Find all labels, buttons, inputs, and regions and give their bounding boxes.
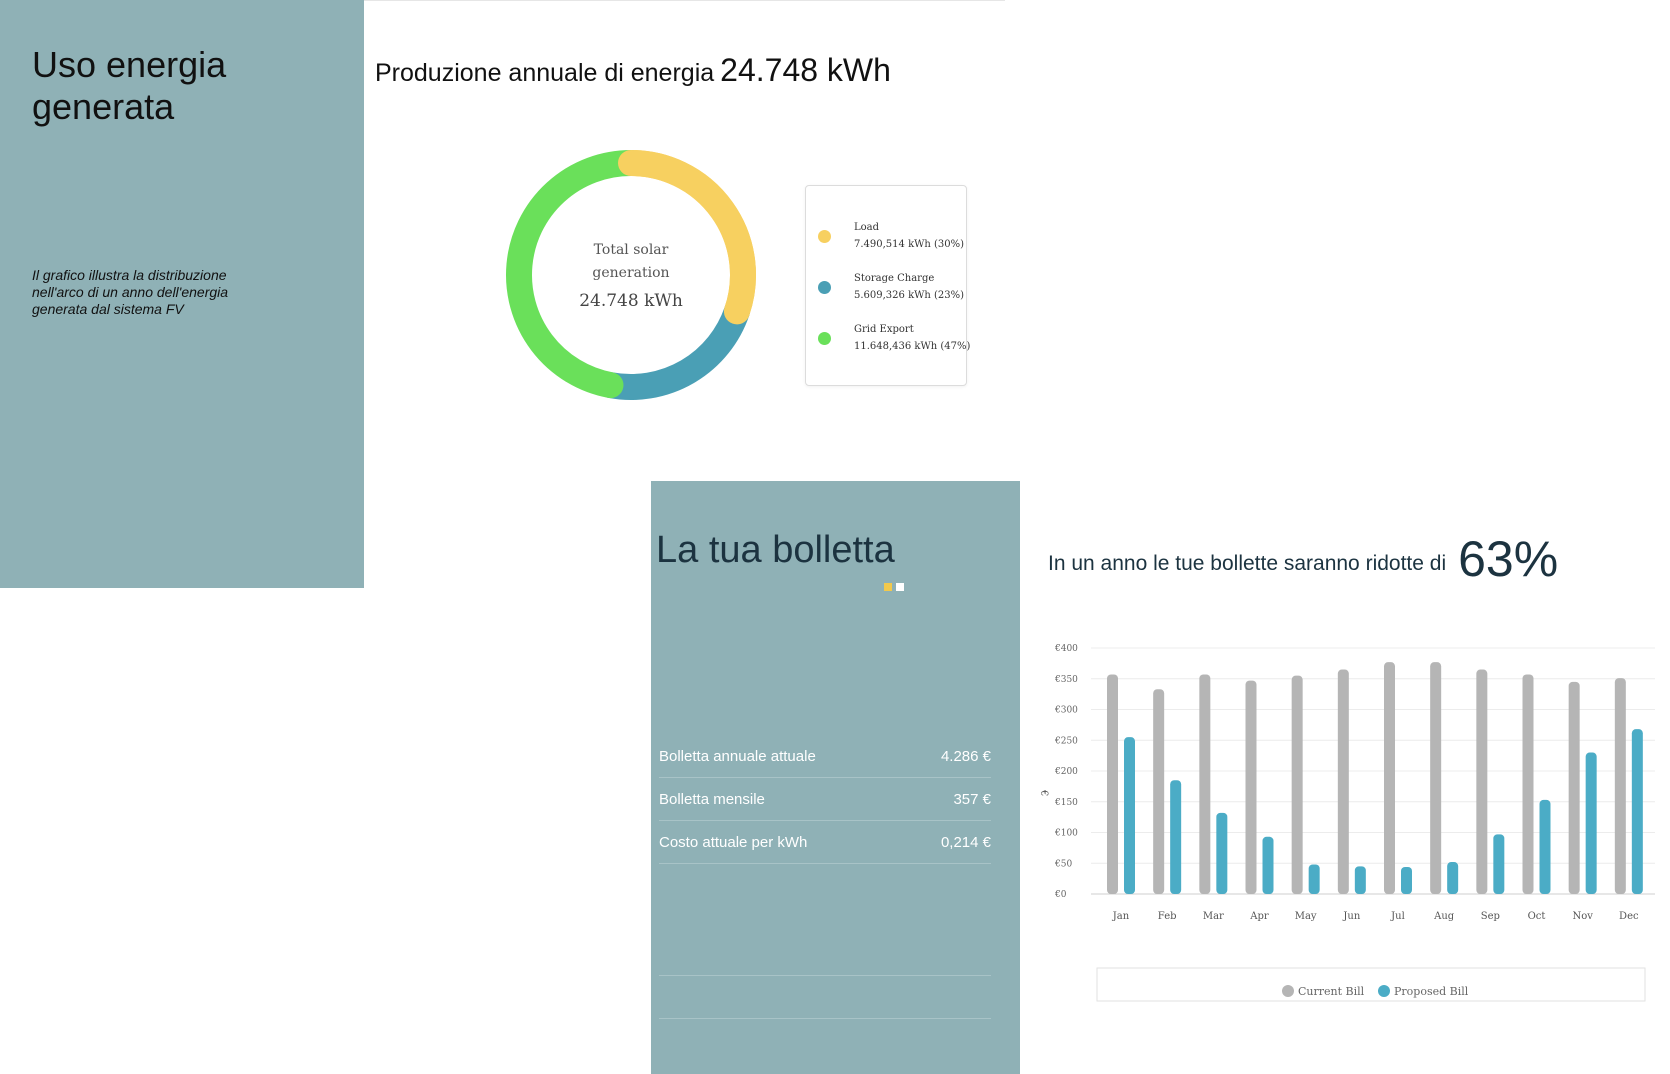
- energy-use-description: Il grafico illustra la distribuzione nel…: [32, 267, 229, 317]
- y-tick-label: €0: [1054, 890, 1067, 900]
- bar-proposed-bill-jun[interactable]: [1354, 866, 1366, 894]
- bar-current-bill-may[interactable]: [1291, 675, 1303, 894]
- bill-title: La tua bolletta: [656, 529, 895, 571]
- y-axis-label: €: [1038, 789, 1049, 796]
- bar-current-bill-feb[interactable]: [1153, 689, 1165, 894]
- reduction-percent: 63%: [1458, 531, 1559, 587]
- donut-slice-grid-export[interactable]: [506, 150, 644, 399]
- legend-label-proposed-bill: Proposed Bill: [1394, 985, 1469, 998]
- legend-label-storage: Storage Charge: [854, 273, 935, 284]
- storage-dot-icon: [818, 281, 831, 294]
- legend-value-load: 7.490,514 kWh (30%): [854, 239, 965, 250]
- solar-donut-chart: Total solar generation 24.748 kWh: [506, 150, 756, 400]
- current-bill-dot-icon: [1282, 985, 1294, 997]
- legend-value-storage: 5.609,326 kWh (23%): [854, 290, 965, 301]
- bar-current-bill-jan[interactable]: [1107, 674, 1118, 894]
- bill-row: Costo attuale per kWh 0,214 €: [659, 821, 991, 864]
- load-dot-icon: [818, 230, 831, 243]
- x-tick-label: Feb: [1158, 911, 1177, 922]
- bar-proposed-bill-nov[interactable]: [1585, 752, 1597, 894]
- y-tick-label: €100: [1054, 829, 1078, 839]
- bill-row-value: 4.286 €: [940, 747, 991, 765]
- bar-proposed-bill-oct[interactable]: [1539, 799, 1551, 894]
- legend-label-grid-export: Grid Export: [854, 324, 914, 335]
- x-tick-label: Apr: [1249, 911, 1269, 922]
- bar-legend-box: [1096, 967, 1646, 1002]
- bar-current-bill-dec[interactable]: [1614, 678, 1626, 894]
- bar-current-bill-nov[interactable]: [1568, 681, 1580, 894]
- top-divider: [364, 0, 1005, 1]
- bar-current-bill-jul[interactable]: [1384, 662, 1395, 894]
- energy-use-panel: Uso energia generata Il grafico illustra…: [0, 0, 364, 588]
- bar-current-bill-sep[interactable]: [1476, 669, 1488, 894]
- bar-proposed-bill-may[interactable]: [1308, 864, 1320, 894]
- bill-row-label: Costo attuale per kWh: [659, 833, 808, 851]
- legend-label-current-bill: Current Bill: [1298, 985, 1365, 998]
- bar-current-bill-mar[interactable]: [1199, 674, 1211, 894]
- bar-current-bill-apr[interactable]: [1245, 680, 1257, 894]
- x-tick-label: May: [1295, 911, 1317, 922]
- x-tick-label: Nov: [1572, 911, 1593, 922]
- x-tick-label: Mar: [1203, 911, 1224, 922]
- bill-row-label: Bolletta annuale attuale: [659, 747, 816, 765]
- bar-proposed-bill-jan[interactable]: [1124, 737, 1135, 894]
- donut-slice-storage-charge[interactable]: [597, 298, 750, 400]
- bar-proposed-bill-mar[interactable]: [1216, 812, 1228, 894]
- bill-panel: La tua bolletta Bolletta annuale attuale…: [651, 481, 1020, 1074]
- proposed-bill-dot-icon: [1378, 985, 1390, 997]
- production-title-value: 24.748 kWh: [720, 52, 891, 88]
- x-tick-label: Oct: [1528, 911, 1546, 922]
- grid-export-dot-icon: [818, 332, 831, 345]
- donut-legend: Load 7.490,514 kWh (30%) Storage Charge …: [805, 185, 971, 386]
- legend-item-proposed-bill[interactable]: Proposed Bill: [1378, 985, 1469, 998]
- bar-proposed-bill-aug[interactable]: [1447, 862, 1459, 894]
- donut-center-value: 24.748 kWh: [579, 291, 683, 311]
- legend-item-current-bill[interactable]: Current Bill: [1282, 985, 1365, 998]
- empty-row-divider: [659, 975, 991, 976]
- x-tick-label: Sep: [1481, 911, 1500, 922]
- x-tick-label: Jun: [1342, 911, 1360, 922]
- bar-current-bill-aug[interactable]: [1430, 662, 1442, 894]
- empty-row-divider: [659, 1018, 991, 1019]
- y-tick-label: €250: [1054, 736, 1078, 746]
- y-tick-label: €200: [1054, 767, 1078, 777]
- donut-slice-load-cap: [618, 150, 756, 325]
- bar-proposed-bill-dec[interactable]: [1631, 729, 1643, 894]
- donut-center-line2: generation: [592, 265, 669, 281]
- y-tick-label: €50: [1054, 859, 1072, 869]
- bar-proposed-bill-feb[interactable]: [1170, 780, 1182, 894]
- bill-table: Bolletta annuale attuale 4.286 € Bollett…: [659, 735, 991, 864]
- x-tick-label: Aug: [1433, 911, 1455, 922]
- pager-dot-1[interactable]: [884, 583, 892, 591]
- bill-row-value: 0,214 €: [940, 833, 991, 851]
- bar-current-bill-oct[interactable]: [1522, 674, 1534, 894]
- x-tick-label: Jan: [1112, 911, 1130, 922]
- legend-label-load: Load: [854, 222, 880, 233]
- bar-proposed-bill-jul[interactable]: [1401, 866, 1412, 894]
- production-title-label: Produzione annuale di energia: [375, 59, 715, 87]
- reduction-label: In un anno le tue bollette saranno ridot…: [1048, 552, 1447, 575]
- bar-proposed-bill-apr[interactable]: [1262, 836, 1274, 894]
- y-tick-label: €400: [1054, 644, 1078, 654]
- bar-proposed-bill-sep[interactable]: [1493, 834, 1505, 894]
- bill-row: Bolletta annuale attuale 4.286 €: [659, 735, 991, 778]
- y-tick-label: €350: [1054, 675, 1078, 685]
- y-tick-label: €150: [1054, 798, 1078, 808]
- legend-value-grid-export: 11.648,436 kWh (47%): [854, 341, 971, 352]
- slide-pager: [884, 578, 908, 596]
- donut-center-line1: Total solar: [594, 242, 669, 258]
- pager-dot-2[interactable]: [896, 583, 904, 591]
- bills-bar-chart: €0 €50 €100 €150 €200 €250 €300 €350 €400 Jan Feb…: [1038, 644, 1655, 1002]
- production-title: Produzione annuale di energia 24.748 kWh: [375, 52, 891, 89]
- bill-row-value: 357 €: [953, 790, 991, 808]
- y-tick-label: €300: [1054, 706, 1078, 716]
- x-tick-label: Jul: [1390, 911, 1405, 922]
- bill-row: Bolletta mensile 357 €: [659, 778, 991, 821]
- energy-use-title: Uso energia generata: [32, 44, 227, 127]
- x-tick-label: Dec: [1619, 911, 1639, 922]
- reduction-title: In un anno le tue bollette saranno ridot…: [1048, 530, 1558, 588]
- bar-current-bill-jun[interactable]: [1337, 669, 1349, 894]
- bill-row-label: Bolletta mensile: [659, 790, 765, 808]
